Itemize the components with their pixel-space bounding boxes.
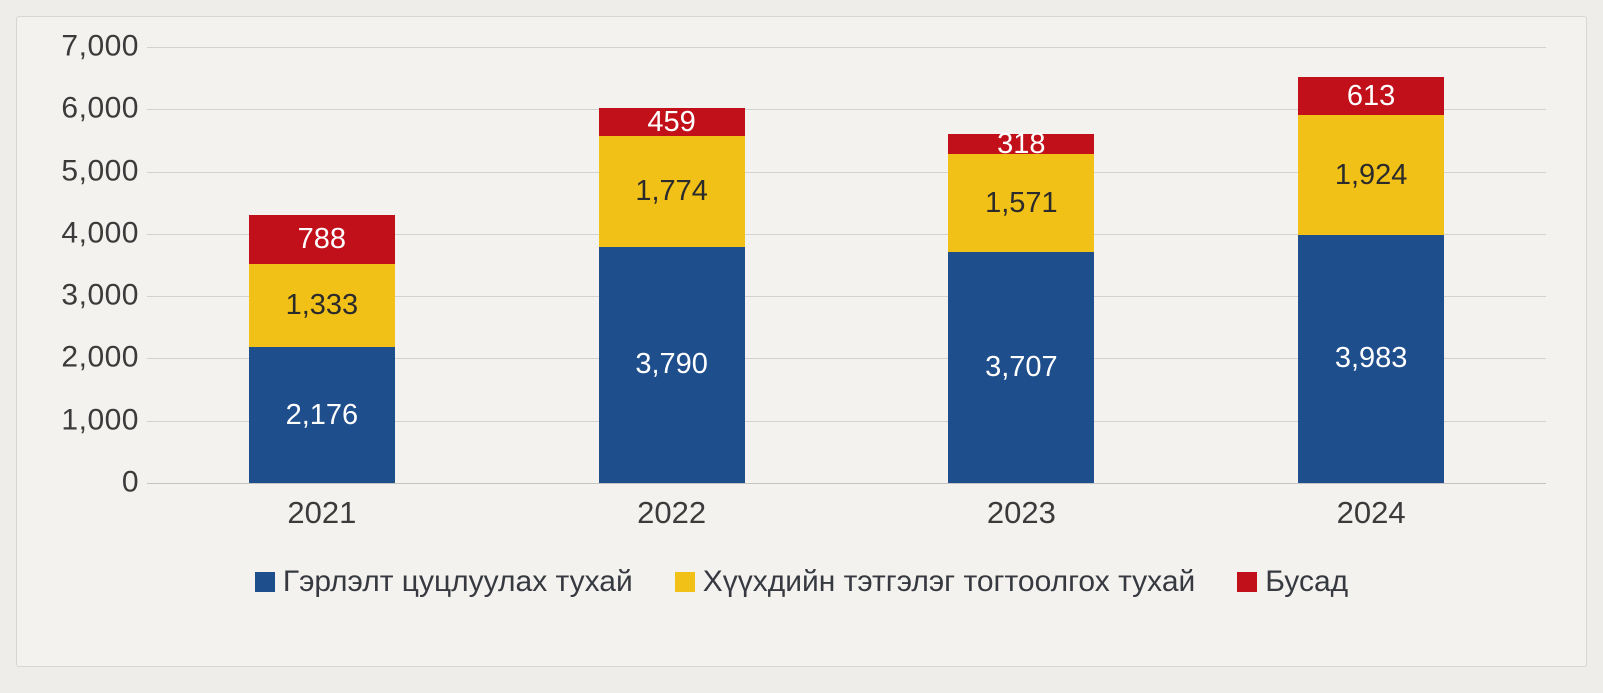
y-axis-tick-label: 7,000 — [61, 29, 139, 63]
legend-item: Гэрлэлт цуцлуулах тухай — [254, 565, 633, 599]
data-label: 1,924 — [1334, 158, 1408, 191]
y-axis-tick-label: 5,000 — [61, 153, 139, 187]
data-label: 318 — [997, 127, 1046, 160]
gridline — [147, 483, 1546, 484]
gridline — [147, 109, 1546, 111]
bar-segment: 318 — [948, 129, 1095, 158]
legend-swatch-icon — [1237, 572, 1258, 592]
y-axis-tick-label: 4,000 — [61, 216, 139, 250]
bar-segment: 3,790 — [598, 246, 745, 483]
bar-segment: 459 — [598, 105, 745, 138]
bar-segment: 2,176 — [248, 347, 395, 483]
data-label: 788 — [297, 223, 347, 256]
data-label: 1,571 — [985, 186, 1058, 219]
x-axis-tick-label: 2023 — [986, 495, 1056, 530]
gridline — [147, 358, 1546, 360]
bar-segment: 1,571 — [948, 154, 1095, 253]
x-axis-tick-label: 2021 — [287, 495, 357, 530]
legend-swatch-icon — [254, 572, 275, 592]
bar-segment: 3,983 — [1298, 234, 1445, 483]
stacked-bar-2021: 2,176 1,333 788 — [248, 215, 395, 483]
stacked-bar-2024: 3,983 1,924 613 — [1298, 76, 1445, 483]
gridline — [147, 420, 1546, 422]
chart-panel: 0 1,000 2,000 3,000 4,000 5,000 6,000 7,000 2,1… — [16, 16, 1587, 667]
gridline — [147, 47, 1546, 48]
gridline — [147, 171, 1546, 173]
legend-label: Хүүхдийн тэтгэлэг тогтоолгох тухай — [702, 565, 1196, 598]
data-label: 1,333 — [285, 289, 359, 322]
stacked-bar-2022: 3,790 1,774 459 — [598, 105, 745, 483]
x-axis-labels: 2021 2022 2023 2024 — [147, 495, 1546, 535]
bar-segment: 3,707 — [948, 252, 1095, 483]
bar-segment: 1,333 — [248, 264, 395, 348]
data-label: 459 — [647, 105, 696, 138]
data-label: 3,707 — [985, 351, 1058, 384]
gridline — [147, 233, 1546, 235]
plot-area: 2,176 1,333 788 3,790 1,774 459 3,707 1,571 318 3… — [147, 47, 1546, 484]
y-axis-tick-label: 0 — [121, 465, 139, 499]
y-axis-tick-label: 2,000 — [61, 340, 139, 374]
legend-swatch-icon — [674, 572, 695, 592]
bar-segment: 788 — [248, 215, 395, 265]
legend-label: Бусад — [1265, 565, 1349, 598]
bar-segment: 613 — [1298, 76, 1445, 116]
bar-segment: 1,924 — [1298, 115, 1445, 235]
legend-item: Хүүхдийн тэтгэлэг тогтоолгох тухай — [674, 565, 1196, 599]
data-label: 3,790 — [635, 348, 708, 381]
legend-label: Гэрлэлт цуцлуулах тухай — [282, 565, 633, 598]
y-axis-tick-label: 6,000 — [61, 91, 139, 125]
x-axis-tick-label: 2022 — [637, 495, 707, 530]
y-axis-labels: 0 1,000 2,000 3,000 4,000 5,000 6,000 7,000 — [27, 29, 139, 498]
legend: Гэрлэлт цуцлуулах тухай Хүүхдийн тэтгэлэг… — [17, 565, 1586, 599]
x-axis-tick-label: 2024 — [1336, 495, 1406, 530]
data-label: 1,774 — [635, 175, 708, 208]
y-axis-tick-label: 1,000 — [61, 403, 139, 437]
data-label: 3,983 — [1334, 342, 1408, 375]
stacked-bar-2023: 3,707 1,571 318 — [948, 129, 1095, 483]
bar-segment: 1,774 — [598, 136, 745, 247]
data-label: 2,176 — [285, 398, 359, 431]
gridline — [147, 296, 1546, 298]
data-label: 613 — [1346, 79, 1396, 112]
legend-item: Бусад — [1237, 565, 1348, 599]
y-axis-tick-label: 3,000 — [61, 278, 139, 312]
